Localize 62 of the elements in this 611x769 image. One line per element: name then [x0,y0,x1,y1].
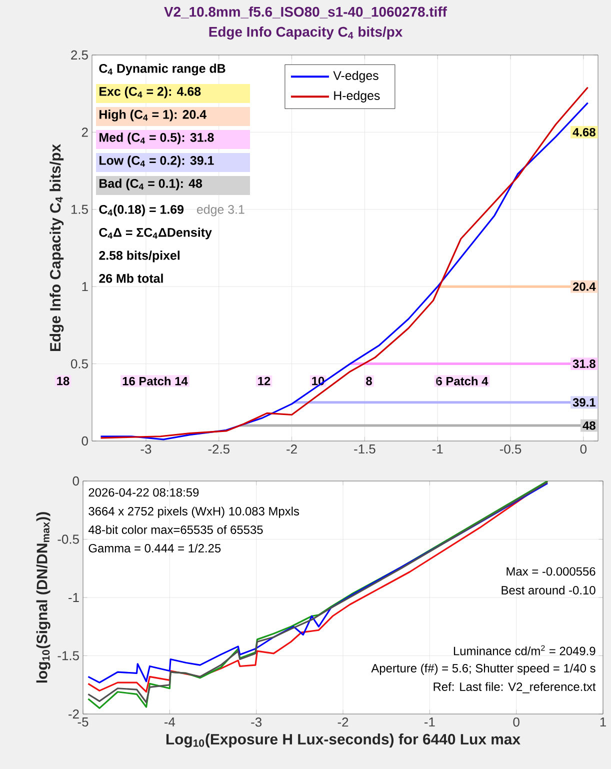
y-tick-label: 1 [82,282,88,292]
annotation: 31.8 [572,360,596,368]
x-tick-label: 1 [600,718,606,726]
annotation: edge 3.1 [196,204,244,216]
x-tick-label: -1 [424,718,435,726]
annotation: Luminance cd/m$^{2}$ = 2049.9 [454,645,596,656]
y-axis-title: log$_{10}$(Signal (DN/DN$_{max}$)) [36,512,50,683]
annotation: 2.58 bits/pixel [99,250,180,262]
legend-label: V-edges [333,70,378,82]
y-tick-label: 0 [72,476,79,486]
text: 18 [57,376,70,386]
y-tick-label: 0 [82,436,88,446]
annotation: 39.1 [572,398,596,407]
annotation: 20.4 [572,282,596,291]
x-tick-label: -2.5 [208,444,230,454]
annotation: 6 Patch 4 [436,376,488,386]
annotation: High (C$_{4}$ = 1): 20.4 [100,110,206,122]
x-tick-label: -3 [251,718,262,727]
y-tick-label: -1.5 [58,651,79,660]
y-tick-label: -0.5 [58,534,79,544]
x-tick-label: -2 [338,718,348,727]
annotation: Med (C$_{4}$ = 0.5): 31.8 [100,132,214,144]
annotation: 16 Patch 14 [122,376,188,386]
x-tick-label: 0 [513,718,520,727]
annotation: Ref: Last file: V2_reference.txt [434,682,596,694]
legend-label: H-edges [334,90,380,102]
y-tick-label: 1.5 [71,204,88,214]
annotation: Bad (C$_{4}$ = 0.1): 48 [100,178,202,190]
y-axis-title: Edge Info Capacity C$_{4}$ bits/px [50,144,64,352]
annotation: 48-bit color max=65535 of 65535 [88,525,263,534]
x-tick-label: -1 [432,444,443,454]
x-tick-label: -5 [78,718,88,727]
annotation: 2026-04-22 08:18:59 [88,488,199,497]
x-tick-label: -0.5 [500,444,522,454]
annotation: 48 [582,421,596,430]
annotation: C$_{4}$Δ = ΣC$_{4}$ΔDensity [99,228,212,240]
y-tick-label: 2.5 [71,50,88,60]
chart-subtitle: Edge Info Capacity C$_{4}$ bits/px [209,26,403,40]
x-tick-label: -2 [286,444,297,454]
x-tick-label: -3 [140,444,152,454]
annotation: Exc (C$_{4}$ = 2): 4.68 [100,86,201,98]
y-tick-label: 0.5 [70,359,88,368]
chart-title: V2_10.8mm_f5.6_ISO80_s1-40_1060278.tiff [164,6,447,18]
annotation: 12 [258,376,270,386]
y-tick-label: 2 [82,128,88,137]
annotation: C$_{4}$(0.18) = 1.69 [99,204,184,216]
annotation: Aperture (f#) = 5.6; Shutter speed = 1/40 s [371,664,596,675]
x-axis-title: Log$_{10}$(Exposure H Lux-seconds) for 6440 Lux max [166,734,520,748]
annotation: Low (C$_{4}$ = 0.2): 39.1 [100,156,214,168]
y-tick-label: -1 [68,593,79,602]
annotation: 26 Mb total [99,274,163,283]
annotation: 8 [366,376,372,386]
annotation: C$_{4}$ Dynamic range dB [99,64,226,76]
annotation: Gamma = 0.444 = 1/2.25 [88,544,221,552]
annotation: 4.68 [572,128,596,136]
annotation: Best around -0.10 [502,586,596,594]
x-tick-label: -4 [164,718,176,726]
x-tick-label: 0 [580,444,587,454]
annotation: Max = -0.000556 [506,567,596,576]
y-tick-label: -2 [68,709,79,719]
x-tick-label: -1.5 [354,444,376,454]
annotation: 3664 x 2752 pixels (WxH) 10.083 Mpxls [88,506,300,518]
